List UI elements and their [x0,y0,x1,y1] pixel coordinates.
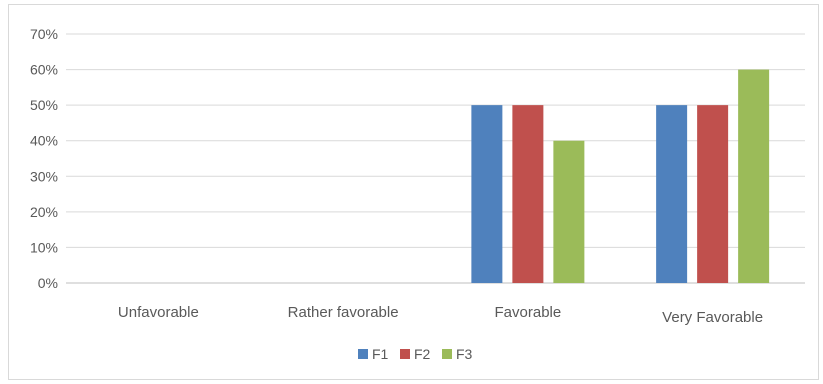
y-tick-label: 0% [38,275,58,291]
x-axis-category-labels: Unfavorable Rather favorable Favorable Very… [118,304,763,326]
x-category-label: Very Favorable [662,309,763,326]
bar-f1-favorable [471,105,503,284]
y-tick-label: 50% [30,97,58,113]
legend-swatch-f2 [400,349,410,359]
legend-swatch-f1 [358,349,368,359]
bar-f1-very-favorable [656,105,688,284]
bars [471,69,770,284]
y-tick-label: 40% [30,133,58,149]
x-category-label: Unfavorable [118,304,199,321]
y-tick-label: 60% [30,62,58,78]
y-tick-label: 30% [30,168,58,184]
bar-f3-very-favorable [738,69,770,283]
y-axis-tick-labels: 0% 10% 20% 30% 40% 50% 60% 70% [30,26,58,291]
legend-label: F2 [414,346,431,362]
legend: F1 F2 F3 [358,346,473,362]
legend-label: F3 [456,346,473,362]
legend-label: F1 [372,346,389,362]
bar-f3-favorable [553,140,585,283]
x-category-label: Rather favorable [288,304,399,321]
y-tick-label: 10% [30,239,58,255]
bar-f2-favorable [512,105,544,284]
gridlines [66,33,805,284]
x-category-label: Favorable [495,304,562,321]
y-tick-label: 70% [30,26,58,42]
y-tick-label: 20% [30,204,58,220]
bar-f2-very-favorable [697,105,729,284]
legend-swatch-f3 [442,349,452,359]
